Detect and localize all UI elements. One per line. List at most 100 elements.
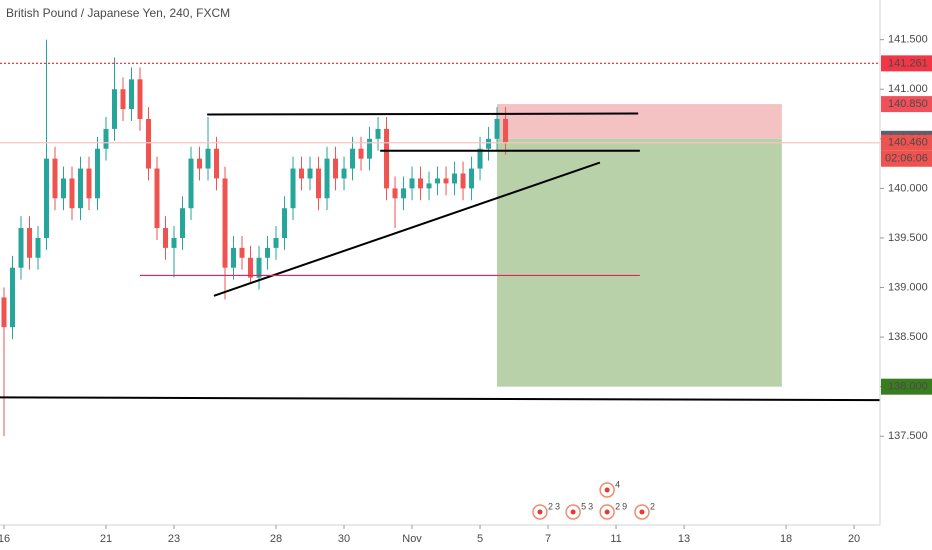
trend-line <box>213 161 601 297</box>
event-label: 3 <box>555 501 560 511</box>
candle-body <box>443 178 449 184</box>
countdown: 02:06:06 <box>885 153 928 165</box>
x-tick-label: 23 <box>168 533 180 545</box>
y-tick-label: 140.000 <box>888 182 928 194</box>
candle-body <box>486 138 492 149</box>
candle-body <box>35 237 41 258</box>
candle-body <box>137 79 143 119</box>
x-tick-label: 7 <box>545 533 551 545</box>
price-tag <box>881 134 932 151</box>
x-tick-label: 28 <box>270 533 282 545</box>
candle-body <box>18 228 24 268</box>
event-label: 3 <box>588 501 593 511</box>
candle-body <box>392 188 398 199</box>
event-dot <box>639 509 645 515</box>
candle-body <box>197 158 203 169</box>
x-tick-label: 13 <box>678 533 690 545</box>
candle-body <box>248 257 254 278</box>
trend-line <box>0 396 881 402</box>
candle-body <box>290 168 296 209</box>
candle-body <box>239 247 245 258</box>
candle-body <box>341 168 347 179</box>
candle-body <box>163 228 169 248</box>
event-label: 4 <box>615 479 620 489</box>
x-tick-label: 18 <box>780 533 792 545</box>
trend-line <box>207 112 639 116</box>
candle-body <box>78 168 84 209</box>
price-tag <box>881 378 932 395</box>
candle-body <box>188 158 194 209</box>
candle-body <box>358 148 364 159</box>
candle-body <box>129 79 135 110</box>
price-tag-label: 138.000 <box>888 381 928 393</box>
candle-body <box>86 168 92 199</box>
price-tag <box>881 55 932 72</box>
candle-body <box>350 148 356 169</box>
candle-body <box>9 267 15 328</box>
event-label: 2 <box>615 501 620 511</box>
candle-body <box>43 158 49 238</box>
x-tick-label: 16 <box>0 533 10 545</box>
candle-body <box>367 138 373 159</box>
position-zone <box>497 138 782 387</box>
chart-title: British Pound / Japanese Yen, 240, FXCM <box>6 6 230 20</box>
candle-body <box>231 247 237 268</box>
candle-body <box>333 158 339 179</box>
event-dot <box>604 487 610 493</box>
x-tick-label: 20 <box>848 533 860 545</box>
candle-body <box>273 237 279 248</box>
event-label: 9 <box>622 501 627 511</box>
candle-body <box>205 148 211 169</box>
y-tick-label: 139.500 <box>888 232 928 244</box>
x-tick-label: 11 <box>610 533 621 545</box>
event-dot <box>604 509 610 515</box>
candle-body <box>299 168 305 179</box>
candle-body <box>265 247 271 258</box>
price-tag <box>881 96 932 113</box>
candle-body <box>146 118 152 169</box>
candle-body <box>452 173 458 184</box>
candle-body <box>61 178 67 199</box>
candle-body <box>401 188 407 199</box>
event-dot <box>537 509 543 515</box>
candle-body <box>103 128 109 149</box>
candle-body <box>112 89 118 129</box>
y-tick-label: 141.000 <box>888 83 928 95</box>
candle-body <box>307 168 313 179</box>
candle-body <box>375 128 381 139</box>
candle-body <box>95 148 101 199</box>
countdown-tag <box>881 150 932 167</box>
candle-body <box>52 158 58 199</box>
candle-body <box>324 158 330 199</box>
price-tag-label: 141.261 <box>888 57 928 69</box>
candle-body <box>222 178 228 268</box>
x-tick-label: 21 <box>100 533 112 545</box>
candle-body <box>214 148 220 179</box>
candle-body <box>460 173 466 189</box>
event-dot <box>570 509 576 515</box>
price-tag-label: 140.460 <box>888 137 928 149</box>
candle-body <box>418 178 424 189</box>
x-tick-label: Nov <box>402 533 422 545</box>
candle-body <box>409 178 415 189</box>
candle-body <box>256 257 262 278</box>
candle-body <box>477 148 483 169</box>
candle-body <box>494 118 500 139</box>
candle-body <box>120 89 126 110</box>
candle-body <box>503 118 509 143</box>
y-tick-label: 141.500 <box>888 34 928 46</box>
candle-body <box>69 178 75 209</box>
x-tick-label: 30 <box>338 533 350 545</box>
position-zone <box>497 104 782 139</box>
event-label: 2 <box>548 501 553 511</box>
candle-body <box>426 183 432 189</box>
candle-body <box>26 228 32 258</box>
candle-body <box>469 168 475 189</box>
candle-body <box>282 208 288 238</box>
candle-body <box>171 237 177 248</box>
candle-body <box>1 297 7 328</box>
y-tick-label: 137.500 <box>888 430 928 442</box>
candle-body <box>154 168 160 229</box>
